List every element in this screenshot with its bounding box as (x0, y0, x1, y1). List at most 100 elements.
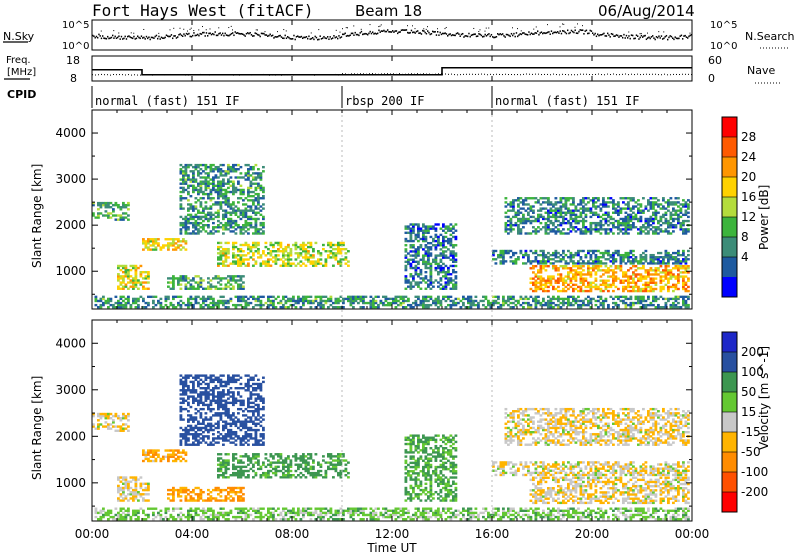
power-cell (209, 163, 213, 167)
power-cell (549, 203, 553, 206)
nave-dot (538, 73, 539, 75)
power-cell (262, 303, 265, 307)
noise-sample (472, 33, 474, 36)
power-cell (559, 253, 563, 257)
power-cell (674, 262, 678, 265)
power-cell (579, 203, 583, 206)
nave-dot (200, 73, 201, 75)
power-cell (219, 226, 223, 229)
noise-spike (547, 24, 548, 26)
power-cell (604, 232, 608, 235)
power-cell (449, 223, 453, 226)
power-cell (247, 245, 250, 249)
noise-spike (437, 28, 438, 30)
power-cell (217, 245, 220, 249)
power-cell (419, 244, 423, 247)
power-cell (399, 301, 403, 305)
power-cell (677, 279, 680, 282)
power-cell (684, 306, 688, 309)
power-cell (327, 297, 330, 301)
power-cell (239, 192, 243, 196)
noise-sample (149, 38, 151, 41)
power-cell (529, 281, 533, 284)
power-cell (622, 253, 625, 257)
power-cell (599, 219, 603, 223)
power-cell (424, 264, 428, 268)
power-cell (569, 209, 573, 212)
power-cell (572, 297, 575, 301)
power-cell (667, 287, 670, 291)
power-cell (224, 285, 228, 288)
power-cell (179, 199, 183, 202)
power-cell (554, 267, 558, 270)
power-cell (582, 209, 585, 212)
power-cell (324, 264, 328, 267)
power-cell (184, 283, 188, 286)
power-cell (232, 277, 235, 280)
power-cell (544, 269, 548, 272)
power-cell (677, 287, 680, 291)
power-cell (642, 211, 645, 214)
power-cell (534, 273, 538, 276)
power-cell (597, 199, 600, 202)
noise-sample (354, 31, 356, 34)
power-cell (222, 250, 225, 253)
power-cell (627, 258, 630, 261)
power-cell (674, 226, 678, 229)
power-cell (587, 295, 590, 299)
noise-sample (279, 34, 281, 37)
power-cell (614, 277, 618, 280)
noise-sample (229, 33, 231, 36)
power-cell (579, 275, 583, 278)
power-cell (402, 295, 405, 299)
power-cell (652, 299, 655, 303)
velocity-cell (259, 507, 263, 510)
power-cell (579, 277, 583, 280)
nave-dot (640, 74, 641, 76)
power-cell (474, 295, 478, 299)
power-cell (564, 260, 568, 263)
power-cell (217, 224, 220, 227)
velocity-cell (144, 517, 148, 521)
power-cell (567, 267, 570, 270)
noise-sample (575, 32, 578, 34)
noise-sample (517, 35, 519, 38)
power-cell (674, 224, 678, 227)
power-cell (604, 213, 608, 217)
velocity-cell (229, 511, 233, 515)
power-cell (217, 303, 220, 307)
power-cell (532, 271, 535, 274)
power-cell (584, 273, 588, 276)
power-cell (397, 295, 400, 299)
power-cell (649, 279, 653, 282)
velocity-cell (247, 509, 250, 512)
power-cell (564, 262, 568, 265)
power-cell (622, 260, 625, 263)
power-cell (297, 254, 300, 257)
noise-sample (439, 31, 441, 34)
power-cell (427, 283, 430, 286)
power-cell (204, 184, 208, 187)
power-cell (557, 303, 560, 307)
nave-dot (478, 73, 479, 75)
power-cell (194, 232, 198, 235)
power-cell (609, 275, 613, 278)
power-cell (412, 301, 415, 305)
power-cell (439, 252, 443, 255)
power-cell (237, 209, 240, 212)
power-cell (232, 201, 235, 204)
power-cell (647, 297, 650, 301)
power-cell (309, 241, 313, 245)
power-cell (107, 201, 110, 205)
power-cell (662, 256, 665, 259)
velocity-cell (154, 507, 158, 510)
nsearch-label: N.Search (745, 30, 795, 43)
power-cell (522, 301, 525, 305)
nave-dot (445, 73, 446, 75)
power-cell (262, 217, 265, 221)
power-cell (124, 273, 128, 276)
power-cell (559, 209, 563, 212)
power-cell (547, 295, 550, 299)
power-cell (437, 297, 440, 301)
power-cell (329, 303, 333, 307)
